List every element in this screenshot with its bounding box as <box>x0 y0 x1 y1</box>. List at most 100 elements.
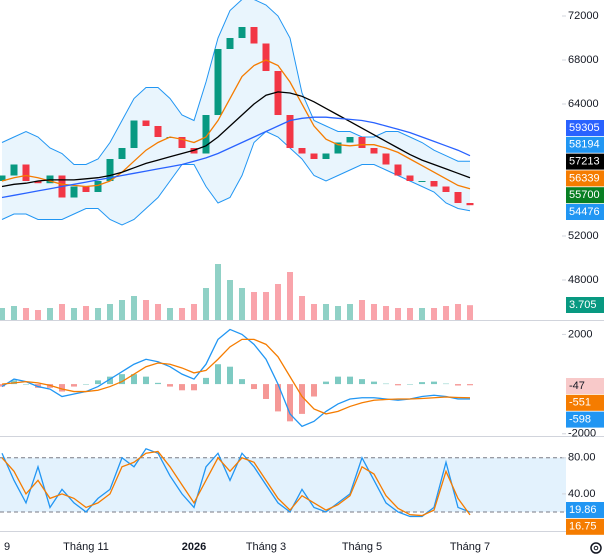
histogram-bar <box>251 384 257 390</box>
candle-body <box>382 153 390 165</box>
volume-bar <box>95 308 101 320</box>
candle-body <box>22 164 30 182</box>
volume-bar <box>107 304 113 320</box>
line <box>1 116 471 199</box>
histogram-bar <box>239 379 245 385</box>
tag-bg <box>566 378 604 394</box>
candle-body <box>466 203 474 206</box>
y-tick-label: 2000 <box>568 328 592 340</box>
tag-bg <box>566 297 604 313</box>
volume-bar <box>0 308 5 320</box>
candle-body <box>142 120 150 127</box>
x-tick-label: 9 <box>4 541 10 553</box>
volume-bar <box>431 308 437 320</box>
volume-bar <box>251 292 257 320</box>
y-tick-label: 80.00 <box>568 452 596 464</box>
histogram-bar <box>83 384 89 385</box>
tag-bg <box>566 204 604 220</box>
tag-bg <box>566 394 604 411</box>
line <box>1 450 471 517</box>
volume-bar <box>419 308 425 320</box>
tag-label: 55700 <box>569 189 600 201</box>
volume-bar <box>299 296 305 320</box>
candle-body <box>34 181 42 184</box>
candle-body <box>82 186 90 193</box>
candle-body <box>106 159 114 182</box>
volume-bar <box>203 288 209 320</box>
histogram-bar <box>275 384 281 412</box>
candle-body <box>0 175 6 182</box>
candle-body <box>430 181 438 187</box>
tag-label: 56339 <box>569 172 600 184</box>
line <box>1 447 471 518</box>
histogram-bar <box>419 382 425 385</box>
volume-bar <box>263 292 269 320</box>
candle-body <box>406 175 414 182</box>
histogram-bar <box>179 384 185 391</box>
histogram-bar <box>71 384 77 387</box>
candle-body <box>334 142 342 154</box>
tag-label: 54476 <box>569 206 600 218</box>
histogram-bar <box>311 384 317 397</box>
candle-body <box>178 137 186 149</box>
candle-body <box>70 186 78 198</box>
y-tick-label: 40.00 <box>568 488 596 500</box>
candle-body <box>130 120 138 149</box>
histogram-bar <box>371 381 377 385</box>
volume-bar <box>371 304 377 320</box>
settings-icon[interactable] <box>590 542 602 554</box>
candle-body <box>286 115 294 149</box>
volume-tag: 3.705 <box>566 297 604 313</box>
candle-body <box>226 38 234 50</box>
histogram-bar <box>431 381 437 385</box>
volume-bar <box>311 304 317 320</box>
candle-body <box>262 43 270 72</box>
tag-bg <box>566 518 604 535</box>
candle-body <box>94 181 102 193</box>
y-tick-label: 72000 <box>568 10 599 22</box>
histogram-bar <box>23 384 29 385</box>
candle-body <box>454 192 462 204</box>
volume-bar <box>131 296 137 320</box>
volume-bar <box>467 305 473 320</box>
tag-bg <box>566 120 604 136</box>
volume-bar <box>335 306 341 320</box>
volume-bar <box>59 304 65 320</box>
x-tick-label: Tháng 7 <box>450 541 490 553</box>
line <box>1 59 471 190</box>
histogram-bar <box>335 376 341 385</box>
price-tag: -598 <box>566 411 604 428</box>
volume-bar <box>119 300 125 320</box>
histogram-bar <box>455 384 461 386</box>
volume-bar <box>227 280 233 320</box>
y-tick-label: 52000 <box>568 230 599 242</box>
histogram-bar <box>59 384 65 392</box>
candle-body <box>358 137 366 149</box>
line <box>1 338 471 415</box>
volume-bar <box>443 306 449 320</box>
tag-bg <box>566 136 604 153</box>
volume-bar <box>167 308 173 320</box>
histogram-bar <box>203 377 209 385</box>
x-tick-label: 2026 <box>182 541 206 553</box>
histogram-bar <box>407 384 413 385</box>
tag-bg <box>566 153 604 170</box>
candle-body <box>214 49 222 116</box>
tag-label: 59305 <box>569 122 600 134</box>
price-tag: 16.75 <box>566 518 604 535</box>
histogram-bar <box>287 384 293 422</box>
price-tag: 54476 <box>566 204 604 220</box>
volume-bar <box>359 300 365 320</box>
candle-body <box>394 164 402 176</box>
histogram-bar <box>119 374 125 385</box>
volume-bar <box>83 306 89 320</box>
x-tick-label: Tháng 5 <box>342 541 382 553</box>
histogram-bar <box>299 384 305 414</box>
volume-bar <box>407 308 413 320</box>
price-tag: 58194 <box>566 136 604 153</box>
candle-body <box>442 186 450 193</box>
tag-label: 19.86 <box>569 504 597 516</box>
candle-body <box>250 27 258 44</box>
x-tick-label: Tháng 11 <box>63 541 109 553</box>
